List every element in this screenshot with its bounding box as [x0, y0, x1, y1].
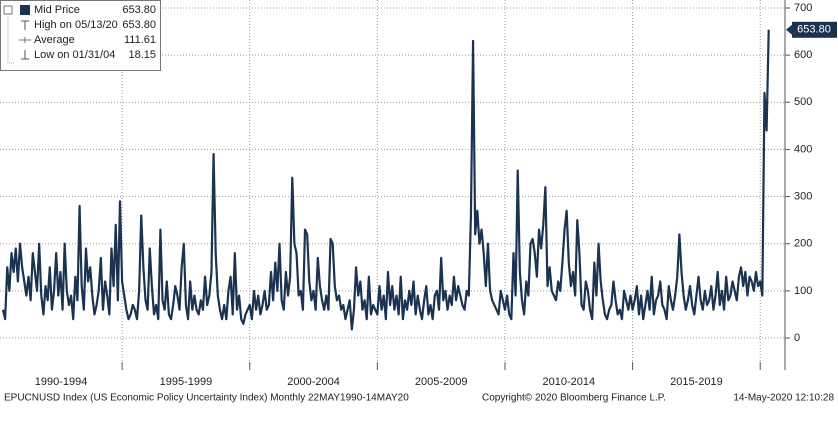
- legend-collapse: [3, 5, 13, 15]
- period-label: 2010-2014: [542, 376, 595, 388]
- footer-source: EPUCNUSD Index (US Economic Policy Uncer…: [4, 393, 409, 404]
- last-value-pointer: [786, 24, 792, 35]
- price-line: [1, 29, 770, 331]
- legend-value: 653.80: [122, 19, 156, 31]
- period-label: 1995-1999: [160, 376, 213, 388]
- last-value-tag: [792, 21, 837, 38]
- period-label: 1990-1994: [35, 376, 88, 388]
- legend-label: Mid Price: [34, 4, 80, 16]
- period-label: 2000-2004: [287, 376, 340, 388]
- legend-label: High on 05/13/20: [34, 19, 118, 31]
- last-value-label: 653.80: [797, 24, 831, 36]
- y-tick-label: 100: [794, 285, 812, 297]
- period-label: 2005-2009: [415, 376, 468, 388]
- y-tick-label: 700: [794, 2, 812, 14]
- legend-icon: [21, 20, 29, 30]
- legend-tree: [7, 14, 14, 64]
- y-tick-label: 500: [794, 96, 812, 108]
- y-tick-label: 0: [794, 332, 800, 344]
- legend-label: Low on 01/31/04: [34, 49, 115, 61]
- y-tick-label: 400: [794, 143, 812, 155]
- period-label: 2015-2019: [670, 376, 723, 388]
- legend-icon: [21, 50, 29, 60]
- footer-timestamp: 14-May-2020 12:10:28: [733, 393, 834, 404]
- footer-copyright: Copyright© 2020 Bloomberg Finance L.P.: [482, 393, 666, 404]
- y-tick-label: 200: [794, 238, 812, 250]
- legend-label: Average: [34, 34, 75, 46]
- legend-icon: [19, 37, 31, 43]
- legend-value: 18.15: [128, 49, 156, 61]
- y-tick-label: 300: [794, 190, 812, 202]
- legend: Mid Price 653.80 High on 05/13/20 653.80 Ave…: [0, 0, 161, 71]
- y-tick-label: 600: [794, 49, 812, 61]
- legend-value: 653.80: [122, 4, 156, 16]
- legend-swatch: [20, 5, 30, 15]
- legend-value: 111.61: [124, 34, 156, 46]
